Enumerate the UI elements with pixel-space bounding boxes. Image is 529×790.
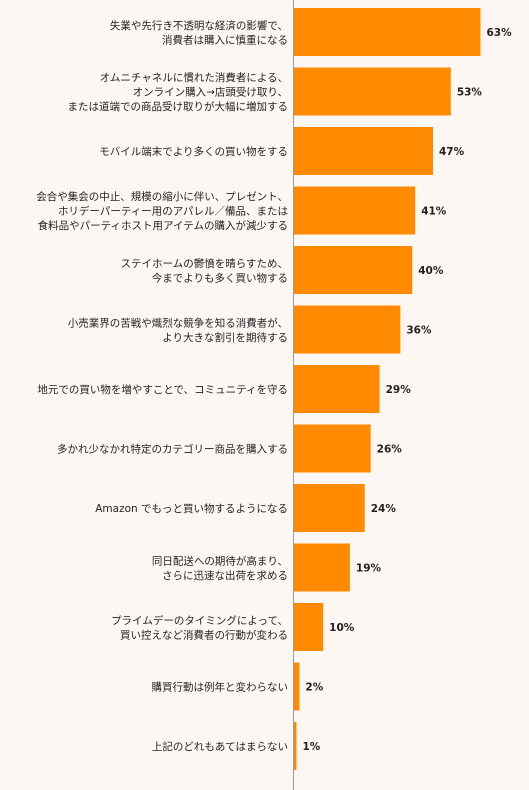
bar — [293, 543, 350, 592]
category-label-line: オムニチャネルに慣れた消費者による、 — [100, 71, 288, 84]
category-label: 上記のどれもあてはまらない — [152, 740, 288, 753]
category-labels-group: 失業や先行き不透明な経済の影響で、消費者は購入に慎重になるオムニチャネルに慣れた… — [36, 19, 288, 753]
bar — [293, 186, 416, 235]
bar — [293, 127, 434, 175]
bar — [293, 603, 324, 651]
bars-group — [293, 8, 481, 770]
value-label: 24% — [371, 503, 397, 515]
category-label: 購買行動は例年と変わらない — [152, 681, 289, 694]
bar — [293, 365, 380, 413]
value-label: 41% — [421, 206, 447, 218]
category-label-line: さらに迅速な出荷を求める — [162, 569, 288, 582]
category-label: 地元での買い物を増やすことで、コミュニティを守る — [37, 383, 288, 396]
value-label: 36% — [406, 325, 432, 337]
category-label-line: モバイル端末でより多くの買い物をする — [99, 145, 288, 158]
category-label-line: 同日配送への期待が高まり、 — [152, 554, 288, 567]
category-label-line: 会合や集会の中止、規模の縮小に伴い、プレゼント、 — [36, 190, 288, 203]
value-label: 29% — [386, 384, 412, 396]
category-label: 同日配送への期待が高まり、さらに迅速な出荷を求める — [152, 554, 288, 582]
bar — [293, 424, 371, 473]
category-label-line: または道端での商品受け取りが大幅に増加する — [68, 100, 289, 113]
category-label-line: 今までよりも多く買い物する — [152, 271, 288, 284]
bar — [293, 484, 365, 532]
category-label-line: より大きな割引を期待する — [162, 331, 288, 344]
value-label: 19% — [356, 563, 382, 575]
category-label: プライムデーのタイミングによって、買い控えなど消費者の行動が変わる — [111, 614, 288, 642]
category-label-line: 上記のどれもあてはまらない — [152, 740, 288, 753]
category-label: 小売業界の苦戦や熾烈な競争を知る消費者が、より大きな割引を期待する — [68, 316, 288, 344]
category-label: ステイホームの鬱憤を晴らすため、今までよりも多く買い物する — [121, 257, 288, 285]
bar — [293, 67, 451, 116]
bar — [293, 305, 401, 354]
category-label: Amazon でもっと買い物するようになる — [95, 502, 288, 515]
category-label-line: ステイホームの鬱憤を晴らすため、 — [121, 257, 288, 270]
category-label-line: 購買行動は例年と変わらない — [152, 681, 289, 694]
bar — [293, 722, 297, 770]
value-label: 10% — [329, 622, 355, 634]
value-label: 40% — [418, 265, 444, 277]
bar — [293, 246, 413, 294]
category-label-line: Amazon でもっと買い物するようになる — [95, 502, 288, 515]
category-label-line: ホリデーパーティー用のアパレル／備品、または — [58, 205, 288, 218]
category-label-line: オンライン購入→店頭受け取り、 — [133, 86, 288, 99]
value-label: 63% — [487, 27, 513, 39]
bar — [293, 662, 300, 711]
value-label: 53% — [457, 87, 483, 99]
category-label: 失業や先行き不透明な経済の影響で、消費者は購入に慎重になる — [110, 19, 288, 47]
category-label-line: 多かれ少なかれ特定のカテゴリー商品を購入する — [57, 443, 288, 456]
value-label: 1% — [302, 741, 320, 753]
value-label: 47% — [439, 146, 465, 158]
value-label: 2% — [305, 682, 323, 694]
category-label-line: 失業や先行き不透明な経済の影響で、 — [110, 19, 288, 32]
category-label-line: 小売業界の苦戦や熾烈な競争を知る消費者が、 — [68, 316, 288, 329]
category-label: 会合や集会の中止、規模の縮小に伴い、プレゼント、ホリデーパーティー用のアパレル／… — [36, 190, 288, 232]
category-label: モバイル端末でより多くの買い物をする — [99, 145, 288, 158]
bar — [293, 8, 481, 56]
value-label: 26% — [377, 444, 403, 456]
category-label-line: プライムデーのタイミングによって、 — [111, 614, 288, 627]
category-label-line: 消費者は購入に慎重になる — [162, 33, 288, 46]
category-label-line: 買い控えなど消費者の行動が変わる — [120, 628, 288, 641]
category-label-line: 食料品やパーティホスト用アイテムの購入が減少する — [38, 219, 288, 232]
category-label-line: 地元での買い物を増やすことで、コミュニティを守る — [37, 383, 288, 396]
value-labels-group: 63% 53% 47% 41% 40% 36% 29% 26% 24% 19% 10% 2% 1% — [302, 27, 512, 753]
category-label: 多かれ少なかれ特定のカテゴリー商品を購入する — [57, 443, 288, 456]
category-label: オムニチャネルに慣れた消費者による、オンライン購入→店頭受け取り、または道端での… — [68, 71, 289, 113]
